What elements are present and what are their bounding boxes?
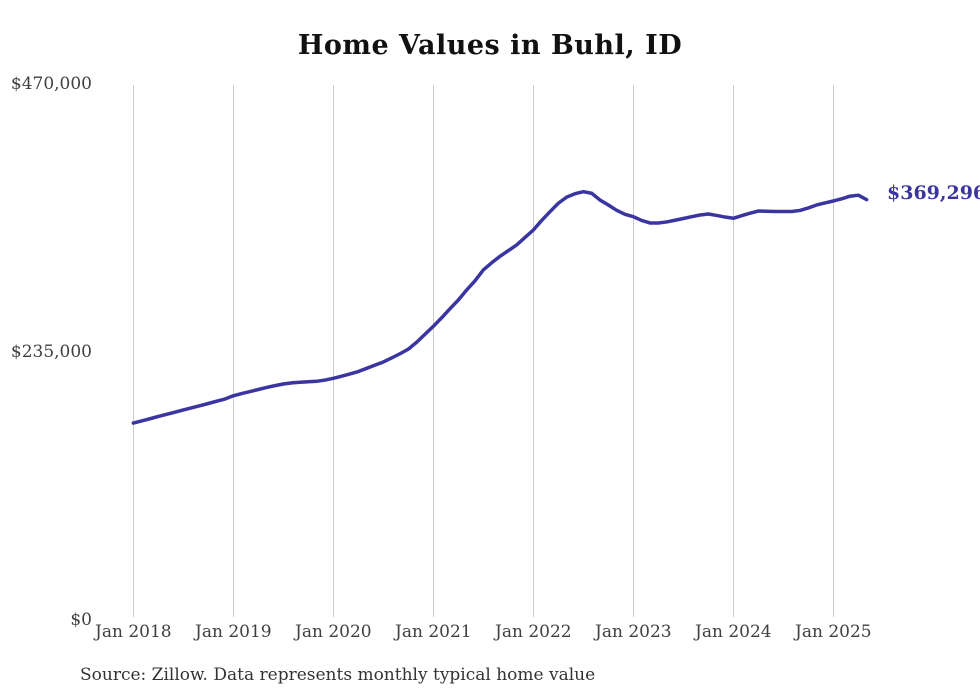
x-axis-tick-label: Jan 2018 <box>95 622 172 642</box>
chart-title: Home Values in Buhl, ID <box>297 30 683 61</box>
y-axis-tick-label: $470,000 <box>10 74 92 94</box>
x-axis-tick-label: Jan 2021 <box>395 622 472 642</box>
x-axis-tick-label: Jan 2025 <box>795 622 872 642</box>
y-axis-tick-label: $235,000 <box>10 342 92 362</box>
latest-value-label: $369,296 <box>887 182 980 204</box>
x-axis-tick-label: Jan 2019 <box>195 622 272 642</box>
x-axis-tick-label: Jan 2020 <box>295 622 372 642</box>
home-value-line <box>131 189 869 425</box>
x-axis-tick-label: Jan 2022 <box>495 622 572 642</box>
y-axis-tick-label: $0 <box>70 610 92 630</box>
x-axis-tick-label: Jan 2024 <box>695 622 772 642</box>
source-note: Source: Zillow. Data represents monthly … <box>80 665 596 685</box>
x-axis-tick-label: Jan 2023 <box>595 622 672 642</box>
